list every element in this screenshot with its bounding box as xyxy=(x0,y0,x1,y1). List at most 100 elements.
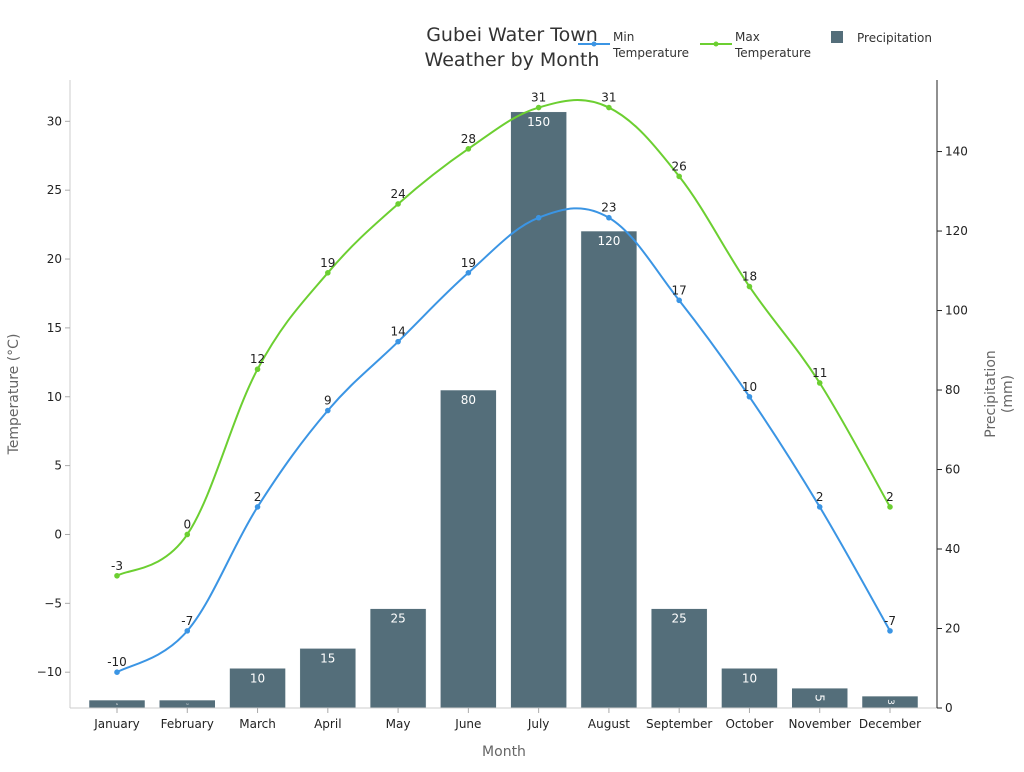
legend-max-marker xyxy=(713,41,719,47)
y-left-tick-label: −10 xyxy=(37,665,62,679)
x-tick-label: April xyxy=(314,717,341,731)
max-temperature-label: 24 xyxy=(390,187,405,201)
min-temperature-label: 17 xyxy=(672,283,687,297)
y-axis-left-label: Temperature (°C) xyxy=(6,334,22,456)
min-temperature-label: -7 xyxy=(884,614,896,628)
precip-bar-label: 2 xyxy=(185,703,189,705)
precip-bar xyxy=(721,668,778,709)
max-temperature-label: 2 xyxy=(886,490,894,504)
y-left-tick-label: 10 xyxy=(47,390,62,404)
chart-title-line1: Gubei Water Town xyxy=(426,24,598,46)
y-right-tick-label: 60 xyxy=(945,463,960,477)
y-axis-right-label-line2: (mm) xyxy=(1000,375,1016,413)
x-tick-label: December xyxy=(859,717,921,731)
max-temperature-label: 0 xyxy=(183,517,191,531)
min-temperature-point xyxy=(676,297,682,304)
min-temperature-point xyxy=(114,669,120,675)
max-temperature-label: 31 xyxy=(601,91,616,105)
min-temperature-point xyxy=(816,504,823,510)
y-right-tick-label: 100 xyxy=(945,304,968,318)
min-temperature-label: 2 xyxy=(254,490,262,504)
max-temperature-point xyxy=(184,531,191,538)
precip-bar-label: 10 xyxy=(742,671,757,685)
x-tick-label: November xyxy=(789,717,851,731)
max-temperature-label: 19 xyxy=(320,256,335,270)
max-temperature-point xyxy=(816,380,823,386)
max-temperature-label: 26 xyxy=(672,159,687,173)
max-temperature-label: 31 xyxy=(531,91,546,105)
y-left-tick-label: −5 xyxy=(44,596,62,610)
legend-min-marker xyxy=(591,41,597,47)
precip-bar xyxy=(299,648,357,709)
legend: Min Temperature Max Temperature Precipit… xyxy=(578,30,932,60)
precip-bar-label: 5 xyxy=(813,694,827,702)
max-temperature-point xyxy=(254,366,261,373)
x-axis-label: Month xyxy=(482,744,526,760)
precip-bar xyxy=(369,608,427,709)
y-right-tick-label: 120 xyxy=(945,224,968,238)
precip-bar xyxy=(650,608,708,709)
precip-bar xyxy=(229,668,286,709)
legend-precip-label: Precipitation xyxy=(857,31,932,45)
min-temperature-point xyxy=(325,407,331,414)
y-left-tick-label: 5 xyxy=(54,459,62,473)
min-temperature-point xyxy=(535,214,542,221)
legend-min-label2: Temperature xyxy=(612,46,689,60)
max-temperature-point xyxy=(606,104,612,111)
precip-bar-label: 10 xyxy=(250,671,265,685)
x-tick-label: January xyxy=(93,717,140,731)
precip-bar-label: 150 xyxy=(527,115,550,129)
min-temperature-label: -10 xyxy=(107,655,127,669)
x-tick-label: August xyxy=(588,717,630,731)
min-temperature-label: 23 xyxy=(601,201,616,215)
min-temperature-label: 2 xyxy=(816,490,824,504)
min-temperature-line xyxy=(116,207,891,674)
y-left-tick-label: 0 xyxy=(54,527,62,541)
min-temperature-point xyxy=(254,504,261,510)
min-temperature-label: 9 xyxy=(324,394,332,408)
chart-title-line2: Weather by Month xyxy=(425,49,600,71)
min-temperature-point xyxy=(465,270,472,276)
max-temperature-point xyxy=(535,104,542,111)
y-right-tick-label: 80 xyxy=(945,383,960,397)
min-temperature-label: 10 xyxy=(742,380,757,394)
x-tick-label: October xyxy=(725,717,773,731)
x-tick-label: February xyxy=(161,717,214,731)
max-temperature-point xyxy=(395,201,401,207)
max-temperature-line xyxy=(116,98,891,577)
min-temperature-label: 19 xyxy=(461,256,476,270)
min-temperature-point xyxy=(746,393,753,400)
max-temperature-point xyxy=(676,173,682,180)
max-temperature-label: 18 xyxy=(742,270,757,284)
max-temperature-point xyxy=(114,572,120,579)
precip-bar xyxy=(510,111,567,709)
precip-bar-label: 15 xyxy=(320,651,335,665)
legend-precip-swatch xyxy=(831,31,843,43)
max-temperature-label: -3 xyxy=(111,559,123,573)
max-temperature-label: 28 xyxy=(461,132,476,146)
min-temperature-point xyxy=(887,628,893,634)
precip-bar xyxy=(580,230,638,709)
min-temperature-point xyxy=(606,214,612,221)
precip-bar-label: 120 xyxy=(597,234,620,248)
legend-min-label1: Min xyxy=(613,30,634,44)
max-temperature-point xyxy=(325,270,331,276)
y-right-tick-label: 0 xyxy=(945,701,953,715)
legend-max-label1: Max xyxy=(735,30,760,44)
precip-bar-label: 25 xyxy=(390,612,405,626)
y-left-tick-label: 15 xyxy=(47,321,62,335)
y-left-tick-label: 25 xyxy=(47,183,62,197)
min-temperature-label: -7 xyxy=(181,614,193,628)
max-temperature-point xyxy=(746,283,753,290)
y-axis-right-label-line1: Precipitation xyxy=(983,350,999,438)
x-tick-label: July xyxy=(527,717,550,731)
x-tick-label: September xyxy=(646,717,712,731)
x-tick-label: May xyxy=(386,717,411,731)
x-tick-label: March xyxy=(239,717,276,731)
legend-max-label2: Temperature xyxy=(734,46,811,60)
precip-bar-label: 80 xyxy=(461,393,476,407)
x-tick-label: June xyxy=(454,717,481,731)
min-temperature-label: 14 xyxy=(390,325,405,339)
min-temperature-point xyxy=(395,338,401,345)
